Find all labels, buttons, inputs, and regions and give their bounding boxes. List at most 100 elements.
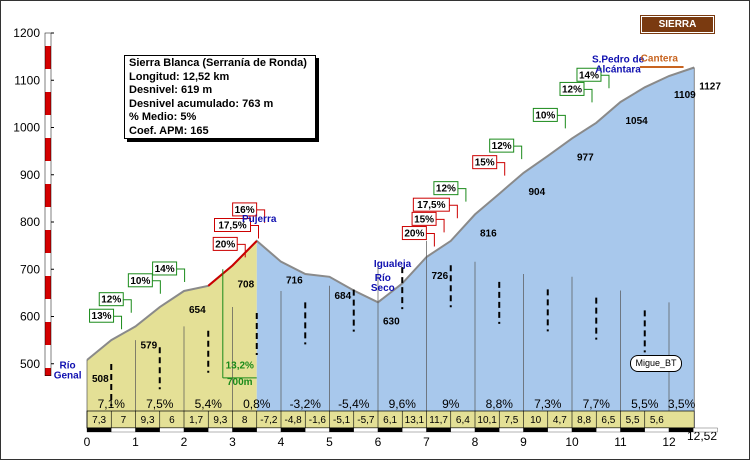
y-tick-label: 600 xyxy=(20,310,40,324)
cantera-label: Cantera xyxy=(641,53,679,64)
y-tick-label: 900 xyxy=(20,168,40,182)
y-tick-label: 800 xyxy=(20,215,40,229)
ramp-label: 20% xyxy=(215,239,235,250)
half-km-grade: -5,1 xyxy=(333,415,351,426)
ramp-pointer xyxy=(256,209,266,223)
km-grade-label: 3,5% xyxy=(668,397,696,411)
ramp-label: 12% xyxy=(436,184,456,195)
x-tick-label: 6 xyxy=(375,435,382,449)
place-label: Igualeja xyxy=(374,259,412,270)
half-km-grade: 8,8 xyxy=(577,415,591,426)
ramp-label: 12% xyxy=(101,295,121,306)
half-km-grade: 1,7 xyxy=(189,415,203,426)
altitude-label: 1054 xyxy=(626,116,649,127)
altitude-label: 726 xyxy=(432,271,449,282)
km-grade-label: 5,5% xyxy=(631,397,659,411)
x-tick-label: 4 xyxy=(278,435,285,449)
ramp-label: 12% xyxy=(562,84,582,95)
ramp-label: 15% xyxy=(475,158,495,169)
distance-ruler-segment xyxy=(135,427,160,433)
altitude-label: 654 xyxy=(189,305,206,316)
steep-section-line xyxy=(207,240,258,287)
half-km-grade: 5,6 xyxy=(650,415,664,426)
altitude-label: 716 xyxy=(286,276,303,287)
place-label: Seco xyxy=(371,283,395,294)
distance-ruler-segment xyxy=(183,427,209,433)
km-grade-label: 0,8% xyxy=(243,397,271,411)
km-grade-label: 9% xyxy=(442,397,460,411)
half-km-grade: 6,5 xyxy=(601,415,615,426)
half-km-grade: 7,3 xyxy=(92,415,106,426)
climb-area xyxy=(87,240,257,411)
ramp-pointer xyxy=(113,315,123,330)
distance-ruler-segment xyxy=(159,427,185,433)
altitude-label: 684 xyxy=(335,291,352,302)
x-tick-label: 1 xyxy=(132,435,139,449)
place-label: Genal xyxy=(54,370,82,381)
ramp-pointer xyxy=(600,74,610,89)
climb-length: Longitud: 12,52 km xyxy=(129,70,230,83)
distance-ruler-segment xyxy=(377,427,403,433)
altitude-label: 1127 xyxy=(699,81,721,92)
half-km-grade: 6,4 xyxy=(456,415,470,426)
elevation-ruler xyxy=(44,32,52,376)
ramp-pointer xyxy=(436,218,445,233)
x-tick-label: 10 xyxy=(565,435,579,449)
place-label: Alcántara xyxy=(595,64,641,75)
km-grade-label: 8,8% xyxy=(486,397,514,411)
distance-ruler-segment xyxy=(208,427,233,433)
y-tick-label: 1200 xyxy=(13,26,40,40)
distance-ruler-segment xyxy=(499,427,524,433)
distance-ruler-segment xyxy=(596,427,621,433)
ramp-label: 14% xyxy=(155,264,175,275)
distance-ruler-segment xyxy=(111,427,136,433)
distance-ruler-segment xyxy=(305,427,330,433)
half-km-grade: 9,3 xyxy=(213,415,227,426)
altitude-label: 508 xyxy=(92,374,109,385)
half-km-grade: 11,7 xyxy=(429,415,448,426)
distance-ruler-segment xyxy=(668,427,694,433)
ramp-pointer xyxy=(584,88,593,103)
ramp-pointer xyxy=(237,243,246,258)
altitude-label: 1109 xyxy=(674,90,696,101)
ramp-pointer xyxy=(557,114,566,129)
altitude-label: 630 xyxy=(383,316,400,327)
x-tick-label: 12 xyxy=(662,435,676,449)
ramp-label: 17,5% xyxy=(218,221,246,232)
ramp-pointer xyxy=(123,299,132,313)
x-tick-label: 7 xyxy=(423,435,430,449)
profile-line xyxy=(86,66,695,361)
half-km-grade: 10,1 xyxy=(477,415,497,426)
half-km-grade: 9,3 xyxy=(141,415,155,426)
km-grade-label: 7,7% xyxy=(583,397,611,411)
distance-ruler-segment xyxy=(644,427,670,433)
half-km-grade: -7,2 xyxy=(260,415,278,426)
altitude-label: 977 xyxy=(577,152,594,163)
place-label: Río xyxy=(375,273,391,284)
x-tick-label: 2 xyxy=(181,435,188,449)
author-tag: Migue_BT xyxy=(630,355,682,372)
x-tick-label: 8 xyxy=(472,435,479,449)
ramp-pointer xyxy=(449,204,458,219)
half-km-grade: 5,5 xyxy=(626,415,640,426)
ramp-label: 13% xyxy=(92,311,112,322)
half-km-grade: 6 xyxy=(169,415,175,426)
distance-ruler-segment xyxy=(232,427,257,433)
half-km-grade: 8 xyxy=(242,415,248,426)
distance-ruler-segment xyxy=(426,427,451,433)
ramp-pointer xyxy=(176,268,186,282)
y-tick-label: 1100 xyxy=(14,73,40,87)
distance-ruler-segment xyxy=(547,427,573,433)
distance-ruler-segment xyxy=(571,427,597,433)
km-grade-label: 5,4% xyxy=(195,397,223,411)
half-km-grade: 13,1 xyxy=(405,415,425,426)
distance-ruler-segment xyxy=(256,427,282,433)
km-grade-label: -3,2% xyxy=(290,397,322,411)
ramp-label: 16% xyxy=(235,205,255,216)
distance-ruler-segment xyxy=(329,427,354,433)
half-km-grade: -4,8 xyxy=(285,415,303,426)
ramp-label: 14% xyxy=(579,70,599,81)
distance-grade: 13,2% xyxy=(226,360,254,371)
profile-area xyxy=(256,67,695,411)
ramp-label: 20% xyxy=(404,229,424,240)
